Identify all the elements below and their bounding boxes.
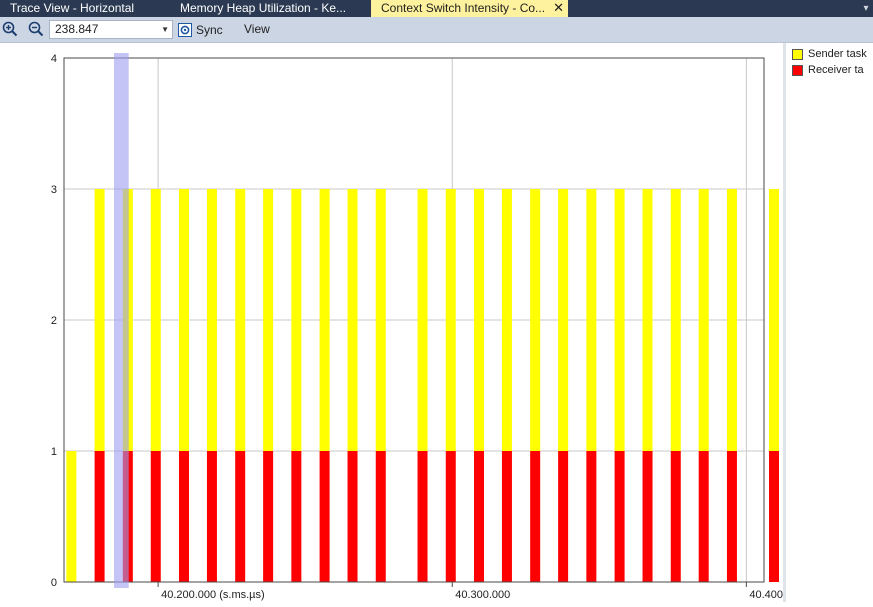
bar-receiver-6 xyxy=(235,451,246,582)
tab-context-switch[interactable]: Context Switch Intensity - Co... ✕ xyxy=(371,0,568,17)
bar-receiver-17 xyxy=(558,451,569,582)
zoom-in-icon[interactable] xyxy=(2,21,18,37)
x-tick-label: 40.300.000 xyxy=(455,589,510,601)
bar-sender-21 xyxy=(670,189,681,451)
chevron-down-icon[interactable]: ▼ xyxy=(161,25,169,34)
bar-receiver-5 xyxy=(206,451,217,582)
legend-item-sender[interactable]: Sender task xyxy=(792,47,867,61)
x-tick-label: 40.400.000 xyxy=(749,589,783,601)
context-switch-chart[interactable]: 0 1 2 3 4 40.200.000 (s.ms.µs) 40.300.000 40.40… xyxy=(0,43,807,602)
y-tick-label: 1 xyxy=(51,446,57,458)
bar-sender-20 xyxy=(642,189,653,451)
bar-sender-3 xyxy=(150,189,161,451)
bar-sender-14 xyxy=(474,189,484,451)
x-tick-label: 40.200.000 (s.ms.µs) xyxy=(161,589,265,601)
bar-receiver-11 xyxy=(375,451,386,582)
bar-sender-7 xyxy=(263,189,274,451)
bar-sender-19 xyxy=(614,189,625,451)
bar-receiver-10 xyxy=(347,451,358,582)
legend-swatch-sender xyxy=(792,48,803,60)
bar-sender-11 xyxy=(375,189,386,451)
legend-item-receiver[interactable]: Receiver ta xyxy=(792,63,864,77)
bar-sender-17 xyxy=(558,189,569,451)
y-tick-label: 0 xyxy=(51,577,57,589)
bar-sender-18 xyxy=(586,189,597,451)
tab-context-switch-label: Context Switch Intensity - Co... xyxy=(381,1,546,15)
bar-receiver-14 xyxy=(474,451,484,582)
zoom-level-value: 238.847 xyxy=(55,22,99,36)
document-tab-bar: Trace View - Horizontal Memory Heap Util… xyxy=(0,0,873,17)
bar-sender-8 xyxy=(291,189,302,451)
bar-receiver-16 xyxy=(530,451,541,582)
sync-button[interactable]: Sync xyxy=(178,21,223,38)
chart-toolbar: 238.847 ▼ Sync View xyxy=(0,17,873,43)
bar-sender-23 xyxy=(726,189,737,451)
bar-receiver-3 xyxy=(150,451,161,582)
legend-label-sender: Sender task xyxy=(808,48,867,60)
sync-label: Sync xyxy=(196,22,223,37)
tab-overflow-icon[interactable]: ▾ xyxy=(863,3,869,14)
bar-receiver-1 xyxy=(94,451,105,582)
y-tick-label: 4 xyxy=(51,53,57,65)
bar-receiver-7 xyxy=(263,451,274,582)
bar-receiver-22 xyxy=(698,451,709,582)
bar-sender-16 xyxy=(530,189,541,451)
bar-sender-6 xyxy=(235,189,246,451)
bar-receiver-9 xyxy=(319,451,330,582)
bar-sender-9 xyxy=(319,189,330,451)
close-icon[interactable]: ✕ xyxy=(553,0,564,15)
bar-sender-4 xyxy=(179,189,189,451)
y-tick-label: 2 xyxy=(51,315,57,327)
bar-receiver-23 xyxy=(726,451,737,582)
tab-trace-view[interactable]: Trace View - Horizontal xyxy=(0,0,172,17)
bar-receiver-19 xyxy=(614,451,625,582)
bar-sender-10 xyxy=(347,189,358,451)
bar-sender-15 xyxy=(501,189,512,451)
bar-sender-24 xyxy=(769,189,779,451)
bar-receiver-13 xyxy=(445,451,456,582)
bar-sender-12 xyxy=(417,189,428,451)
plot-frame xyxy=(63,57,765,583)
bar-receiver-24 xyxy=(769,451,779,582)
bar-sender-13 xyxy=(445,189,456,451)
zoom-level-combo[interactable]: 238.847 ▼ xyxy=(49,20,173,39)
bar-receiver-18 xyxy=(586,451,597,582)
chart-panel[interactable]: 0 1 2 3 4 40.200.000 (s.ms.µs) 40.300.000 40.40… xyxy=(0,43,807,602)
bar-receiver-8 xyxy=(291,451,302,582)
y-tick-label: 3 xyxy=(51,184,57,196)
legend-label-receiver: Receiver ta xyxy=(808,64,864,76)
bar-receiver-20 xyxy=(642,451,653,582)
legend-swatch-receiver xyxy=(792,64,803,76)
bar-receiver-15 xyxy=(501,451,512,582)
bar-sender-5 xyxy=(206,189,217,451)
legend-panel: Sender task Receiver ta xyxy=(783,43,873,602)
bar-receiver-12 xyxy=(417,451,428,582)
view-menu-button[interactable]: View xyxy=(244,21,270,38)
bar-receiver-4 xyxy=(179,451,189,582)
zoom-out-icon[interactable] xyxy=(28,21,44,37)
time-selection-cursor[interactable] xyxy=(114,53,129,588)
bar-receiver-21 xyxy=(670,451,681,582)
bar-sender-0 xyxy=(66,451,77,582)
view-label: View xyxy=(244,22,270,36)
tab-memory-heap-label: Memory Heap Utilization - Ke... xyxy=(180,1,347,15)
bar-sender-1 xyxy=(94,189,105,451)
tab-trace-view-label: Trace View - Horizontal xyxy=(10,1,135,15)
sync-icon xyxy=(178,22,192,37)
bar-sender-22 xyxy=(698,189,709,451)
tab-memory-heap[interactable]: Memory Heap Utilization - Ke... xyxy=(170,0,366,17)
